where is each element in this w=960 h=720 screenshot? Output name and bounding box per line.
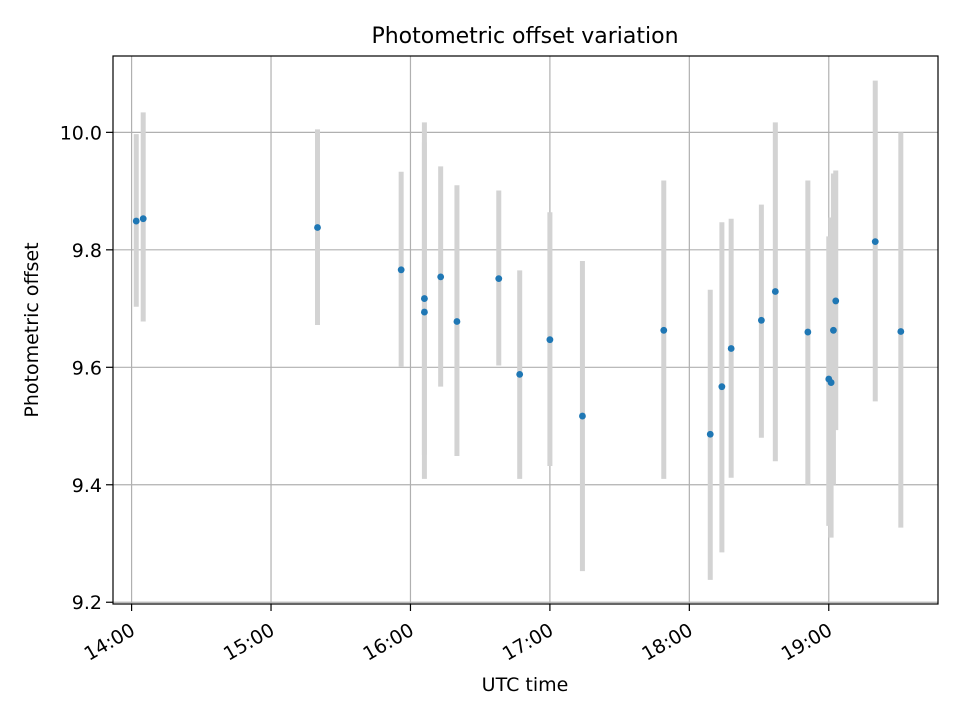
data-point	[897, 328, 905, 335]
data-point	[132, 217, 140, 225]
data-point	[871, 238, 879, 246]
data-point	[397, 266, 405, 274]
y-tick-label: 9.2	[72, 592, 102, 614]
plot-area-background	[113, 56, 938, 604]
data-point	[546, 336, 554, 344]
data-point	[727, 345, 735, 352]
data-point	[757, 316, 765, 324]
y-tick-label: 9.6	[72, 357, 102, 379]
data-points	[132, 215, 905, 438]
data-point	[832, 297, 840, 305]
x-axis-label: UTC time	[482, 674, 569, 696]
data-point	[437, 273, 445, 281]
data-point	[516, 370, 524, 378]
data-point	[453, 318, 461, 325]
plot-frame	[112, 55, 939, 605]
chart-title: Photometric offset variation	[371, 24, 678, 49]
data-point	[421, 308, 428, 316]
y-axis-ticks: 9.2 9.4 9.6 9.8 10.0	[60, 122, 113, 614]
y-tick-label: 9.4	[72, 475, 102, 497]
y-axis-label: Photometric offset	[21, 242, 43, 417]
data-point	[706, 430, 714, 438]
data-point	[660, 326, 668, 334]
data-point	[718, 383, 726, 391]
data-point	[139, 215, 147, 223]
data-point	[314, 224, 321, 231]
y-tick-label: 9.8	[72, 240, 102, 262]
data-point	[804, 328, 812, 336]
data-point	[579, 412, 586, 420]
y-tick-label: 10.0	[60, 122, 102, 144]
data-point	[771, 288, 779, 295]
grid	[113, 56, 938, 604]
data-point	[827, 379, 835, 386]
data-point	[495, 275, 503, 283]
data-point	[830, 326, 837, 334]
data-point	[421, 295, 428, 302]
